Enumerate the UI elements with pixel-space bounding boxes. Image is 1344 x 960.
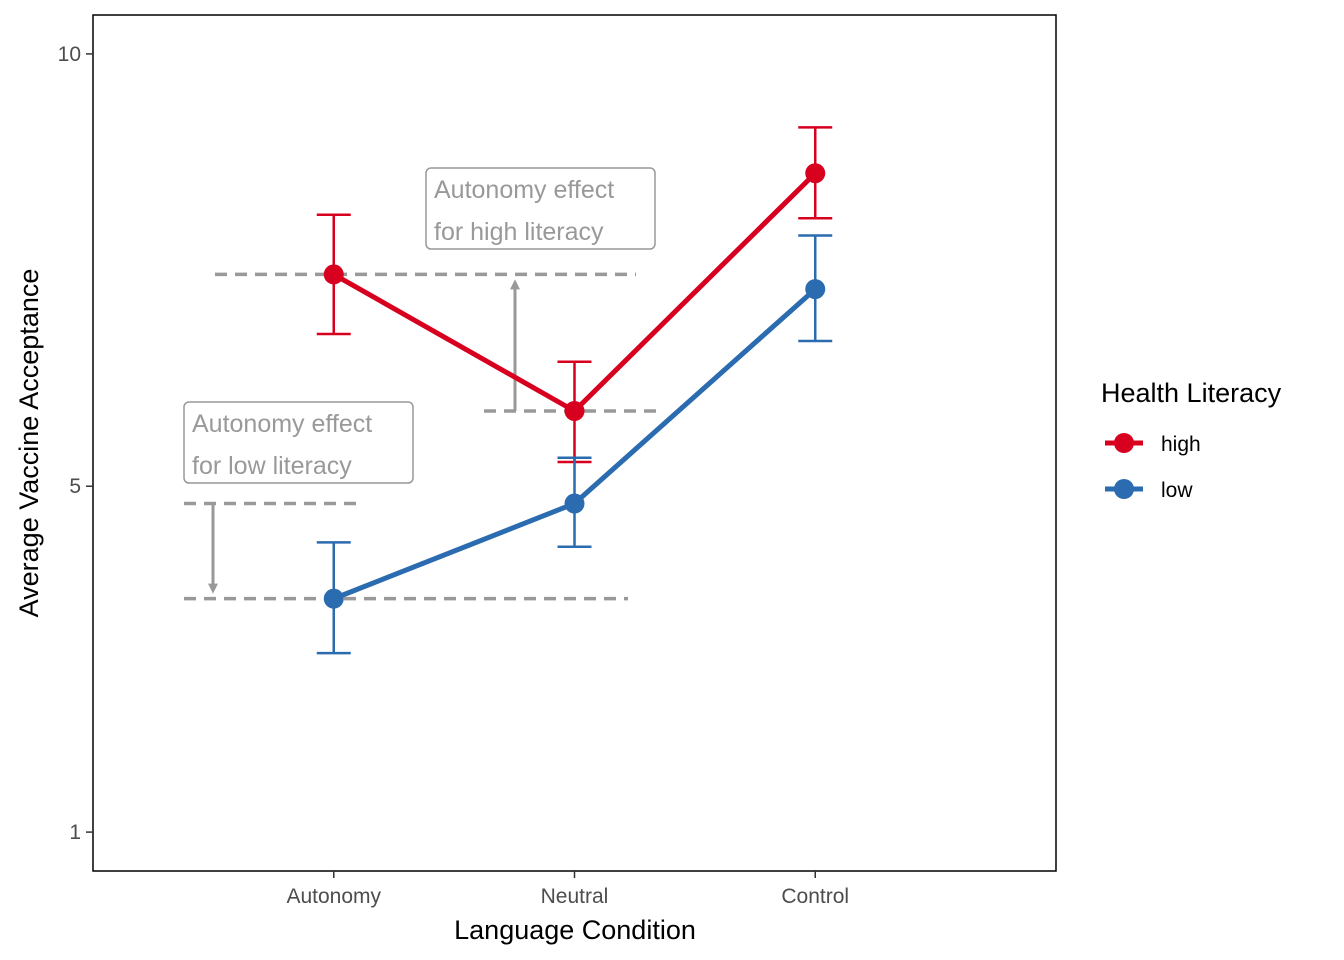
- annotation-label: Autonomy effect: [192, 410, 372, 438]
- x-axis: Autonomy Neutral Control: [286, 871, 849, 908]
- y-tick-label: 10: [58, 43, 81, 66]
- data-point: [805, 163, 826, 184]
- y-axis-title: Average Vaccine Acceptance: [14, 269, 44, 618]
- data-point: [564, 493, 585, 514]
- legend-key-point: [1114, 479, 1134, 499]
- annotation-box: [425, 167, 656, 250]
- x-tick-label: Autonomy: [286, 885, 381, 908]
- legend-title: Health Literacy: [1101, 378, 1282, 408]
- annotations: Autonomy effect for high literacy Autonomy…: [183, 167, 656, 601]
- annotation-label: Autonomy effect: [434, 176, 614, 204]
- legend-key-point: [1114, 433, 1134, 453]
- annotation-box: [183, 401, 414, 484]
- y-tick-label: 1: [69, 821, 81, 844]
- data-point: [323, 264, 344, 285]
- x-axis-title: Language Condition: [454, 915, 696, 945]
- data-point: [323, 588, 344, 609]
- annotation-label: for high literacy: [434, 218, 604, 246]
- series-layer: [316, 126, 833, 655]
- series-low: [316, 234, 833, 655]
- data-point: [564, 401, 585, 422]
- data-point: [805, 279, 826, 300]
- annotation-label: for low literacy: [192, 452, 352, 480]
- legend-label: high: [1161, 433, 1201, 456]
- series-high: [316, 126, 833, 464]
- x-tick-label: Neutral: [541, 885, 609, 908]
- x-tick-label: Control: [781, 885, 849, 908]
- legend-label: low: [1161, 479, 1193, 502]
- y-tick-label: 5: [69, 475, 81, 498]
- legend: Health Literacy high low: [1101, 378, 1282, 502]
